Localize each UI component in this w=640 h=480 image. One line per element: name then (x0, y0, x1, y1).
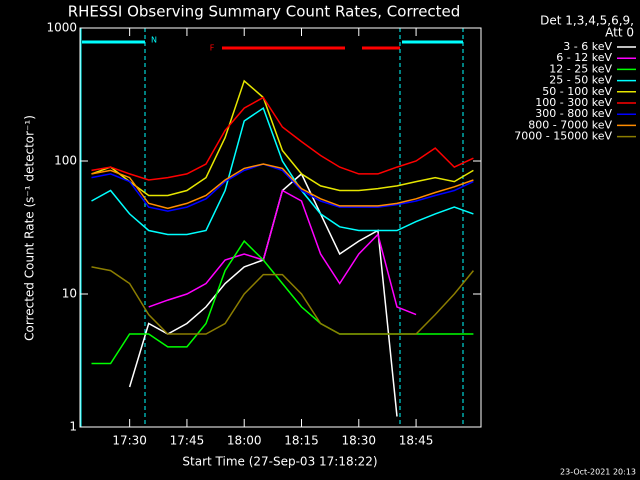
annotation: N (151, 36, 157, 45)
y-tick-label: 100 (54, 154, 77, 168)
chart-title: RHESSI Observing Summary Count Rates, Co… (68, 3, 461, 21)
legend-label: 6 - 12 keV (556, 51, 612, 64)
legend-label: 7000 - 15000 keV (514, 130, 612, 143)
y-axis-label: Corrected Count Rate (s⁻¹ detector⁻¹) (23, 115, 37, 341)
legend-label: 3 - 6 keV (563, 40, 612, 53)
x-tick-label: 17:45 (170, 434, 205, 448)
legend-label: 100 - 300 keV (535, 96, 612, 109)
series-line (91, 266, 474, 335)
x-axis-label: Start Time (27-Sep-03 17:18:22) (182, 455, 377, 469)
series-line (91, 79, 474, 197)
x-tick-label: 17:30 (112, 434, 147, 448)
y-tick-label: 1 (69, 420, 77, 434)
series-line (91, 96, 474, 181)
series-line (148, 189, 417, 316)
legend-label: 300 - 800 keV (535, 107, 612, 120)
timestamp: 23-Oct-2021 20:13 (560, 468, 636, 477)
x-tick-label: 18:30 (341, 434, 376, 448)
x-tick-label: 18:45 (399, 434, 434, 448)
legend-title: Det 1,3,4,5,6,9, (540, 14, 634, 28)
x-tick-label: 18:00 (227, 434, 262, 448)
series-line (91, 163, 474, 210)
y-tick-label: 10 (62, 287, 77, 301)
annotation: F (210, 44, 215, 53)
y-tick-label: 1000 (46, 21, 77, 35)
plot-frame (79, 27, 482, 428)
legend-label: 50 - 100 keV (542, 85, 612, 98)
series-line (91, 239, 474, 365)
x-tick-label: 18:15 (284, 434, 319, 448)
legend-label: 800 - 7000 keV (528, 118, 612, 131)
series-line (91, 106, 474, 236)
legend-label: 12 - 25 keV (549, 62, 612, 75)
legend-title: Att 0 (605, 26, 634, 40)
series-line (91, 163, 474, 212)
legend-label: 25 - 50 keV (549, 74, 612, 87)
